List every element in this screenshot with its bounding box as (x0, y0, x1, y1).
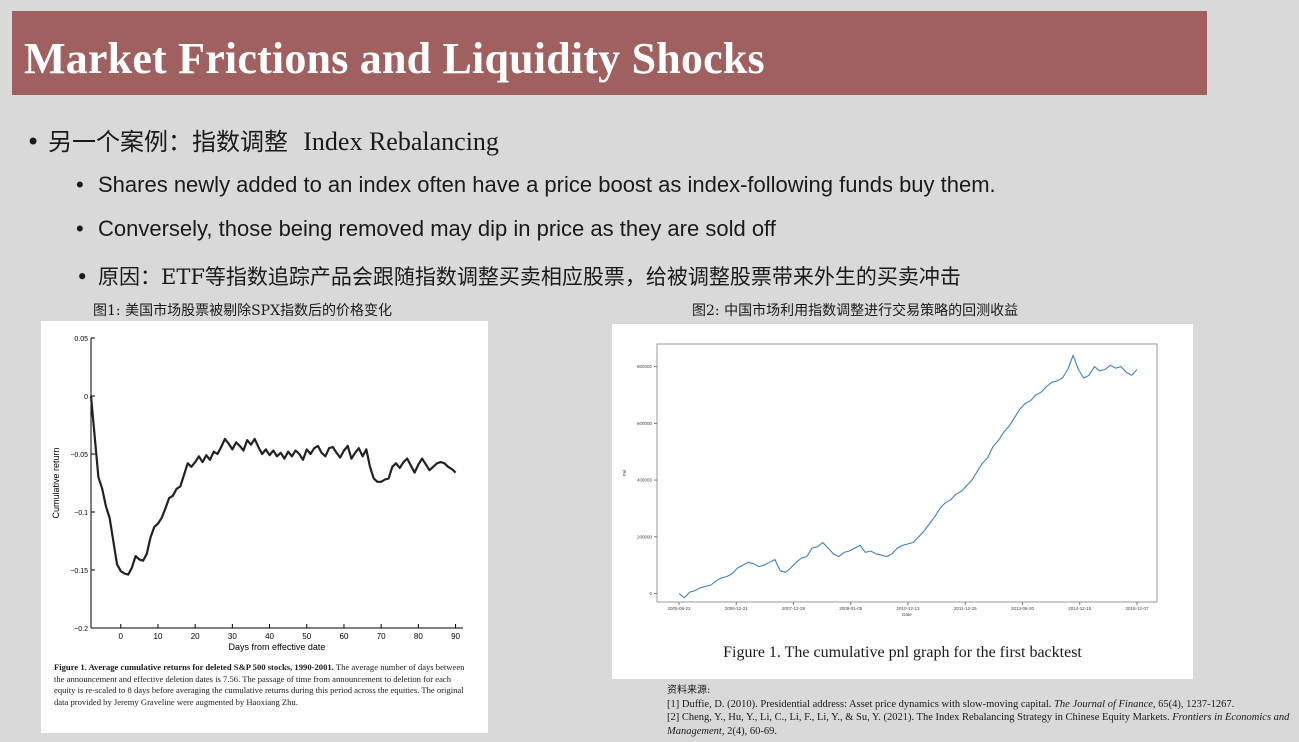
x-tick-label: 2006-12-21 (725, 606, 749, 611)
sub-bullet-2-text: Conversely, those being removed may dip … (98, 216, 776, 241)
sub-bullet-3-text: 原因：ETF等指数追踪产品会跟随指数调整买卖相应股票，给被调整股票带来外生的买卖… (98, 265, 961, 289)
x-tick-label: 10 (154, 632, 163, 641)
y-tick-label: 200000 (637, 534, 653, 539)
x-tick-label: 70 (377, 632, 386, 641)
x-tick-label: 2009-01-05 (839, 606, 863, 611)
y-tick-label: 600000 (637, 421, 653, 426)
x-tick-label: 0 (119, 632, 124, 641)
x-tick-label: 60 (340, 632, 349, 641)
bullet-main-en: Index Rebalancing (303, 127, 499, 156)
reference-1: [1] Duffie, D. (2010). Presidential addr… (667, 698, 1297, 712)
x-tick-label: 2010-12-13 (896, 606, 920, 611)
x-tick-label: 30 (228, 632, 237, 641)
y-tick-label: −0.2 (74, 626, 88, 633)
sub-bullet-1: • Shares newly added to an index often ha… (76, 172, 996, 198)
x-tick-label: 2013-06-20 (1011, 606, 1035, 611)
figure1-chart: 0.05 0 −0.05 −0.1 −0.15 −0.2 0 10 20 30 40 50 60 70 80… (51, 336, 463, 652)
figure1-note-text: The average number of days between the a… (54, 662, 465, 707)
reference-2: [2] Cheng, Y., Hu, Y., Li, C., Li, F., L… (667, 711, 1297, 738)
title-bar: Market Frictions and Liquidity Shocks (12, 11, 1207, 95)
bullet-dot: • (76, 216, 84, 241)
x-tick-label: 50 (302, 632, 311, 641)
x-tick-label: 2007-12-28 (782, 606, 806, 611)
y-axis-label: Pnl (622, 470, 627, 477)
y-tick-label: 800000 (637, 364, 653, 369)
x-tick-label: 90 (451, 632, 460, 641)
y-tick-label: 0 (649, 591, 652, 596)
figure2-panel: 0 200000 400000 600000 800000 2005-06-22 2006-… (612, 324, 1193, 679)
cumulative-return-line (89, 395, 457, 576)
reference-2-pre: [2] Cheng, Y., Hu, Y., Li, C., Li, F., L… (667, 712, 1173, 723)
reference-1-post: , 65(4), 1237-1267. (1152, 698, 1235, 710)
slide-title: Market Frictions and Liquidity Shocks (24, 34, 765, 83)
x-tick-label: 80 (414, 632, 423, 641)
figure1-note-title: Figure 1. Average cumulative returns for… (54, 662, 334, 672)
bullet-dot: • (76, 172, 84, 197)
reference-2-journal: Frontiers in Economics and Management (667, 712, 1290, 737)
bullet-main: • 另一个案例：指数调整 Index Rebalancing (26, 122, 499, 157)
plot-frame (656, 343, 1158, 603)
y-tick-label: 0.05 (74, 336, 88, 343)
figure1-caption: 图1: 美国市场股票被剔除SPX指数后的价格变化 (93, 303, 393, 319)
reference-1-journal: The Journal of Finance (1054, 698, 1153, 710)
x-tick-label: 2016-12-07 (1125, 606, 1149, 611)
figure2-caption: 图2: 中国市场利用指数调整进行交易策略的回测收益 (692, 303, 1019, 319)
reference-1-pre: [1] Duffie, D. (2010). Presidential addr… (667, 698, 1055, 710)
bullet-main-cn: 另一个案例：指数调整 (48, 128, 288, 156)
x-tick-label: 2005-06-22 (667, 606, 691, 611)
y-axis-label: Cumulative return (51, 447, 61, 518)
sub-bullet-3: • 原因：ETF等指数追踪产品会跟随指数调整买卖相应股票，给被调整股票带来外生的买… (76, 261, 961, 291)
y-tick-label: −0.05 (70, 452, 88, 459)
x-tick-label: 40 (265, 632, 274, 641)
x-tick-label: 20 (191, 632, 200, 641)
x-tick-label: 2011-12-25 (954, 606, 977, 611)
bullet-dot: • (76, 265, 89, 289)
y-tick-label: 400000 (637, 478, 653, 483)
x-axis-label: Days from effective date (229, 642, 326, 652)
references: 资料来源: [1] Duffie, D. (2010). Presidentia… (667, 684, 1297, 738)
figure2-chart: 0 200000 400000 600000 800000 2005-06-22 2006-… (622, 343, 1158, 617)
y-tick-label: −0.15 (70, 568, 88, 575)
figure1-note: Figure 1. Average cumulative returns for… (54, 662, 474, 708)
references-heading: 资料来源: (667, 685, 711, 696)
figure2-bottom-caption: Figure 1. The cumulative pnl graph for t… (723, 644, 1082, 661)
reference-2-post: , 2(4), 60-69. (721, 725, 777, 737)
bullet-dot: • (26, 128, 41, 156)
figure1-panel: 0.05 0 −0.05 −0.1 −0.15 −0.2 0 10 20 30 40 50 60 70 80… (41, 321, 488, 733)
y-tick-label: 0 (84, 394, 88, 401)
sub-bullet-2: • Conversely, those being removed may dip… (76, 216, 776, 242)
sub-bullet-1-text: Shares newly added to an index often hav… (98, 172, 996, 197)
pnl-line (678, 354, 1138, 599)
x-tick-label: 2014-12-15 (1068, 606, 1092, 611)
x-axis-label: Date (902, 612, 912, 617)
y-tick-label: −0.1 (74, 510, 88, 517)
